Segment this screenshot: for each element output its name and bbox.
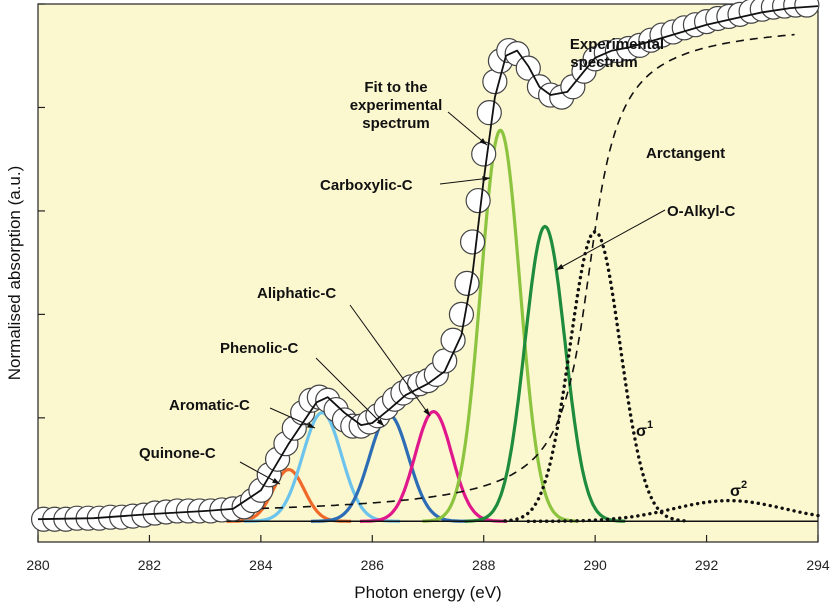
alkyl-peak: [464, 224, 626, 523]
arrow-carboxylic: [439, 177, 491, 185]
label-aliphatic: Aliphatic-C: [257, 285, 336, 302]
arctangent-group: [232, 33, 795, 511]
label-o-alkyl: O-Alkyl-C: [667, 203, 736, 220]
label-experimental-2: spectrum: [570, 54, 638, 71]
label-experimental-1: Experimental: [570, 36, 664, 53]
label-quinone: Quinone-C: [139, 445, 216, 462]
x-tick-label: 284: [249, 557, 273, 573]
experimental-point: [471, 141, 497, 167]
experimental-point: [476, 100, 502, 126]
arrow-carboxylic-head: [482, 176, 490, 182]
arctangent-step: [232, 33, 795, 511]
arrow-aromatic-head: [307, 422, 315, 428]
experimental-point: [482, 68, 508, 95]
arrow-phenolic: [315, 357, 385, 427]
arrow-phenolic-head: [376, 418, 384, 426]
label-carboxylic: Carboxylic-C: [320, 177, 413, 194]
plot-background: [37, 3, 819, 543]
arrow-quinone-head: [272, 478, 280, 484]
x-axis-title: Photon energy (eV): [354, 583, 501, 602]
experimental-point: [454, 270, 480, 296]
label-fit-3: spectrum: [362, 115, 430, 132]
annotation-arrows: [239, 111, 666, 485]
arrow-aliphatic-head: [423, 408, 430, 416]
arrow-alkyl: [555, 209, 666, 271]
label-aromatic: Aromatic-C: [169, 397, 250, 414]
arrow-aromatic: [269, 407, 316, 429]
y-axis-title: Normalised absorption (a.u.): [5, 166, 24, 380]
x-tick-label: 286: [361, 557, 385, 573]
experimental-point: [465, 187, 491, 214]
label-phenolic: Phenolic-C: [220, 340, 299, 357]
experimental-point: [794, 0, 820, 18]
component-peaks: [225, 128, 626, 523]
arrow-alkyl-head: [556, 264, 564, 270]
label-sigma-2: σ2: [730, 479, 747, 500]
x-tick-label: 292: [695, 557, 719, 573]
arrow-aliphatic: [349, 304, 431, 417]
x-tick-label: 280: [26, 557, 50, 573]
x-tick-label: 288: [472, 557, 496, 573]
x-axis-ticks: 280 282 284 286 288 290 292 294: [26, 535, 830, 573]
label-sigma-1: σ1: [636, 419, 653, 440]
x-tick-label: 294: [806, 557, 830, 573]
arrow-fit: [447, 111, 488, 146]
arrow-quinone: [239, 461, 281, 485]
arrow-fit-head: [479, 138, 487, 145]
label-fit-1: Fit to the: [364, 79, 427, 96]
experimental-point: [515, 55, 541, 81]
aromatic-peak: [243, 411, 401, 523]
sigma-1-peak: [503, 229, 688, 523]
label-arctangent: Arctangent: [646, 145, 725, 162]
x-tick-label: 290: [583, 557, 607, 573]
carboxylic-peak: [422, 128, 579, 523]
label-fit-2: experimental: [350, 97, 443, 114]
x-tick-label: 282: [138, 557, 162, 573]
experimental-point: [448, 301, 475, 327]
experimental-point: [459, 229, 486, 255]
